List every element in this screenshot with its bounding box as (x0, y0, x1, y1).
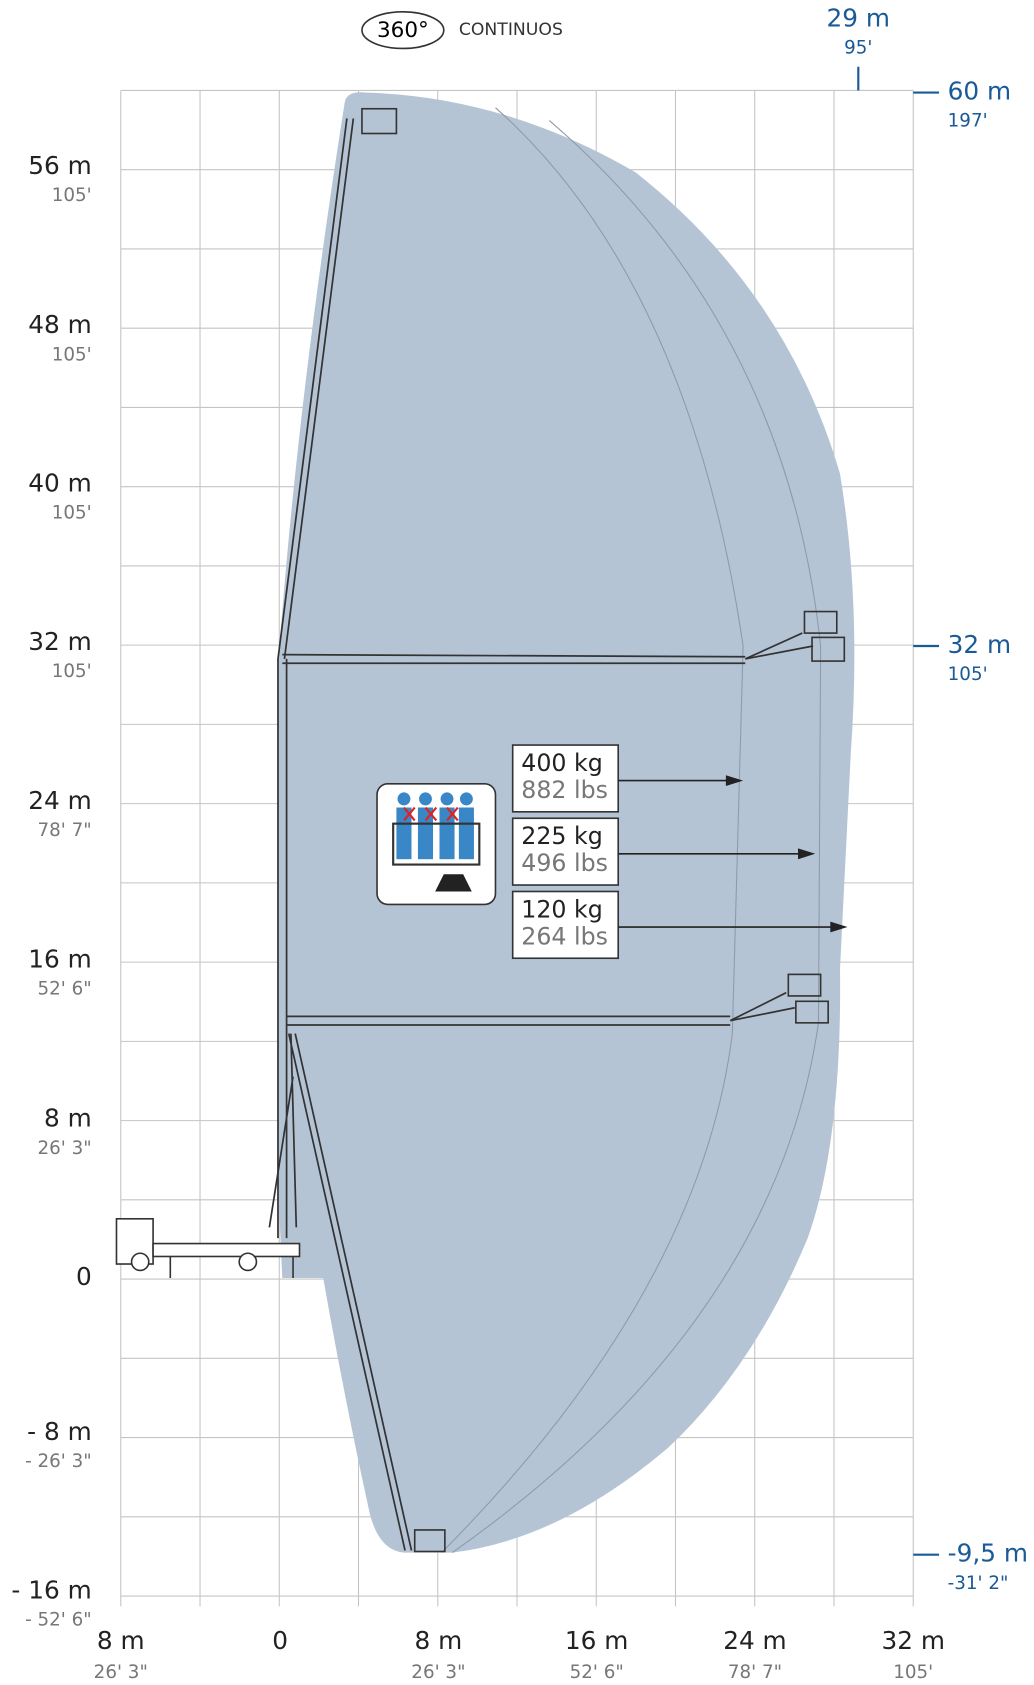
x-label: 24 m (723, 1626, 786, 1655)
y-label: 48 m (28, 310, 91, 339)
marker-feet: -31' 2" (948, 1573, 1009, 1594)
x-label: 32 m (881, 1626, 944, 1655)
y-label-feet: 105' (52, 503, 92, 524)
y-label: 40 m (28, 469, 91, 498)
top-marker-meters: 29 m (827, 3, 890, 32)
top-marker-feet: 95' (844, 37, 872, 58)
x-label-feet: 26' 3" (94, 1662, 148, 1683)
platform-icon (376, 783, 497, 906)
load-arrowhead (725, 775, 744, 786)
y-label-feet: 105' (52, 185, 92, 206)
rotation-label: CONTINUOS (459, 20, 563, 40)
load-arrowhead (830, 921, 848, 933)
load-box (511, 744, 620, 813)
x-label: 16 m (565, 1626, 628, 1655)
x-label-feet: 26' 3" (411, 1662, 465, 1683)
marker-feet: 197' (948, 111, 988, 132)
y-label-feet: 52' 6" (38, 978, 92, 999)
y-label-feet: - 52' 6" (25, 1609, 92, 1630)
load-box (511, 817, 620, 886)
marker-feet: 105' (948, 664, 988, 685)
y-label: 24 m (28, 786, 91, 815)
load-box (511, 890, 620, 960)
load-lbs: 264 lbs (521, 922, 608, 950)
y-label-feet: 26' 3" (38, 1138, 92, 1159)
y-label: 16 m (28, 944, 91, 973)
load-lbs: 882 lbs (521, 776, 608, 804)
y-label-feet: 78' 7" (38, 820, 92, 841)
boom-drawing (115, 107, 846, 1553)
y-label: - 16 m (11, 1575, 91, 1604)
rotation: 360° (377, 18, 429, 43)
truck (115, 1217, 301, 1279)
y-label: 56 m (28, 151, 91, 180)
load-kg: 225 kg (521, 822, 602, 850)
y-label: - 8 m (27, 1417, 92, 1446)
y-label: 0 (76, 1262, 92, 1291)
load-arrowhead (798, 848, 816, 860)
x-label-feet: 52' 6" (570, 1662, 624, 1683)
axis-labels: 56 m 105' 48 m 105' 40 m 105' 32 m 105' 24 m 78' … (11, 77, 1028, 1684)
load-kg: 400 kg (521, 749, 602, 777)
x-label-feet: 78' 7" (728, 1662, 782, 1683)
y-label-feet: - 26' 3" (25, 1451, 92, 1472)
y-label: 8 m (44, 1104, 92, 1133)
rotation-badge (361, 11, 445, 50)
marker-meters: 60 m (948, 77, 1011, 106)
marker-meters: 32 m (948, 630, 1011, 659)
y-label-feet: 105' (52, 661, 92, 682)
y-label: 32 m (28, 627, 91, 656)
y-label-feet: 105' (52, 344, 92, 365)
x-label-feet: 105' (893, 1662, 933, 1683)
load-kg: 120 kg (521, 895, 602, 923)
marker-meters: -9,5 m (948, 1539, 1028, 1568)
x-label: 0 (272, 1626, 288, 1655)
load-lbs: 496 lbs (521, 849, 608, 877)
x-label: 8 m (97, 1626, 145, 1655)
x-label: 8 m (415, 1626, 463, 1655)
